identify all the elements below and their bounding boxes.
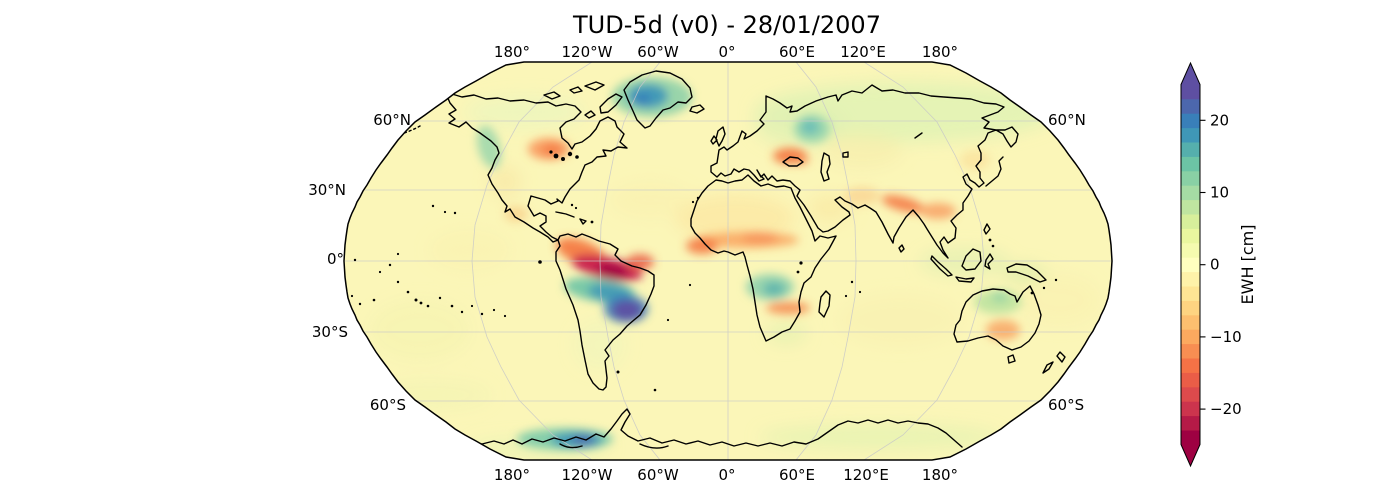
coastline-inland-seas (782, 132, 923, 182)
colorbar-tick-label: 0 (1210, 256, 1220, 274)
coastline-americas (446, 93, 655, 391)
colorbar-axis-label: EWH [cm] (1238, 225, 1257, 305)
colorbar-extend-max-arrow (1181, 63, 1200, 85)
lat-tick-label: 60°S (370, 396, 406, 414)
colorbar-tick-label: −10 (1210, 328, 1242, 346)
lon-tick-label: 60°E (779, 43, 815, 61)
lon-tick-label: 180° (494, 43, 530, 61)
coastline-eurasia (710, 84, 1019, 259)
lat-labels-right: 60°N 60°S (1048, 111, 1086, 414)
lon-tick-label: 180° (922, 466, 958, 484)
lat-tick-label: 30°S (312, 323, 348, 341)
lat-labels-left: 60°N 30°N 0° 30°S 60°S (308, 111, 411, 414)
lon-labels-top: 180° 120°W 60°W 0° 60°E 120°E 180° (494, 43, 958, 61)
lat-tick-label: 0° (327, 250, 344, 268)
lon-tick-label: 60°E (779, 466, 815, 484)
lon-tick-label: 60°W (637, 466, 679, 484)
lon-tick-label: 120°E (840, 43, 886, 61)
lon-labels-bottom: 180° 120°W 60°W 0° 60°E 120°E 180° (494, 466, 958, 484)
lat-tick-label: 30°N (308, 181, 346, 199)
colorbar-extend-min-arrow (1181, 444, 1200, 466)
anomaly-blobs (476, 77, 1022, 450)
lat-tick-label: 60°N (1048, 111, 1086, 129)
coastline-islands (555, 104, 1066, 374)
colorbar-gradient (1181, 84, 1200, 445)
map-boundary (343, 61, 1113, 461)
colorbar-tick-label: −20 (1210, 400, 1242, 418)
island-specks (350, 150, 1058, 392)
coastline-antarctica (469, 408, 963, 449)
colorbar-tick-label: 20 (1210, 111, 1229, 129)
coastline-australia (953, 285, 1042, 351)
colorbar-tick-label: 10 (1210, 184, 1229, 202)
colorbar-outline (1180, 61, 1201, 468)
coastlines (357, 70, 1066, 449)
lon-tick-label: 0° (718, 466, 735, 484)
coastline-greenland (623, 70, 693, 129)
lon-tick-label: 120°W (562, 43, 613, 61)
lon-tick-label: 120°E (843, 466, 889, 484)
plot-title: TUD-5d (v0) - 28/01/2007 (572, 11, 881, 39)
lon-tick-label: 180° (494, 466, 530, 484)
colorbar: 20 10 0 −10 −20 EWH [cm] (1180, 61, 1257, 468)
lat-tick-label: 60°N (373, 111, 411, 129)
coastline-africa (690, 174, 837, 342)
colorbar-tick-labels: 20 10 0 −10 −20 (1210, 111, 1242, 418)
lon-tick-label: 0° (718, 43, 735, 61)
colorbar-tick-marks (1200, 119, 1206, 410)
world-map (343, 61, 1113, 461)
graticule (345, 62, 1111, 460)
coastline-arctic-islands (543, 81, 623, 119)
lat-tick-label: 60°S (1048, 396, 1084, 414)
lon-tick-label: 60°W (637, 43, 679, 61)
lon-tick-label: 120°W (562, 466, 613, 484)
lon-tick-label: 180° (922, 43, 958, 61)
